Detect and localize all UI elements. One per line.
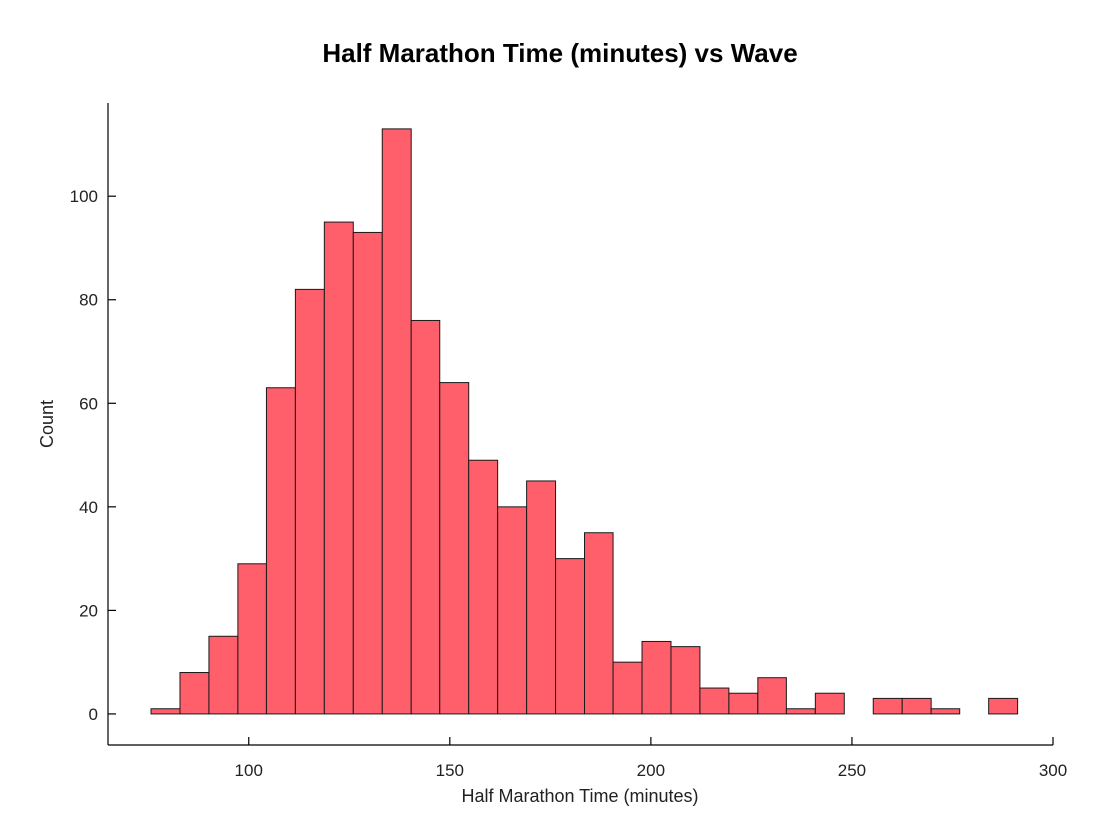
x-tick-label: 150: [436, 761, 464, 780]
x-tick-label: 100: [235, 761, 263, 780]
histogram-bar: [208, 635, 239, 715]
histogram-bar: [526, 480, 557, 715]
histogram-bar: [814, 692, 845, 715]
histogram-bar: [555, 558, 586, 715]
histogram-bar: [179, 672, 210, 715]
histogram-bar: [584, 532, 614, 715]
histogram-bar: [265, 387, 296, 715]
histogram-bar: [930, 708, 961, 715]
chart-title: Half Marathon Time (minutes) vs Wave: [322, 38, 797, 68]
y-axis-label: Count: [37, 400, 57, 448]
histogram-bar: [237, 563, 267, 715]
histogram-bar: [988, 697, 1019, 715]
x-tick-label: 250: [838, 761, 866, 780]
histogram-bar: [439, 382, 470, 715]
x-axis-ticks: 100 150 200 250 300: [235, 737, 1067, 780]
histogram-bar: [323, 221, 354, 715]
histogram-bar: [381, 128, 412, 715]
histogram-bar: [670, 646, 701, 715]
histogram-bar: [728, 692, 759, 715]
x-tick-label: 200: [637, 761, 665, 780]
histogram-bar: [641, 640, 672, 715]
y-tick-label: 20: [79, 601, 98, 620]
histogram-bar: [410, 319, 441, 715]
y-tick-label: 40: [79, 498, 98, 517]
y-tick-label: 80: [79, 291, 98, 310]
histogram-bar: [294, 288, 325, 715]
histogram-bar: [785, 708, 816, 715]
histogram-bar: [757, 677, 787, 715]
histogram-bar: [150, 708, 181, 715]
histogram-bar: [872, 697, 903, 715]
histogram-bar: [901, 697, 932, 715]
x-axis-label: Half Marathon Time (minutes): [461, 786, 698, 806]
histogram-bar: [352, 231, 383, 715]
histogram-bar: [699, 687, 730, 715]
histogram-bar: [468, 459, 499, 715]
histogram-bar: [612, 661, 643, 715]
y-tick-label: 60: [79, 394, 98, 413]
y-tick-label: 0: [89, 705, 98, 724]
histogram-bar: [497, 506, 528, 715]
histogram-bars: [150, 128, 1019, 715]
y-tick-label: 100: [70, 187, 98, 206]
y-axis-ticks: 0 20 40 60 80 100: [70, 187, 116, 724]
x-tick-label: 300: [1039, 761, 1067, 780]
